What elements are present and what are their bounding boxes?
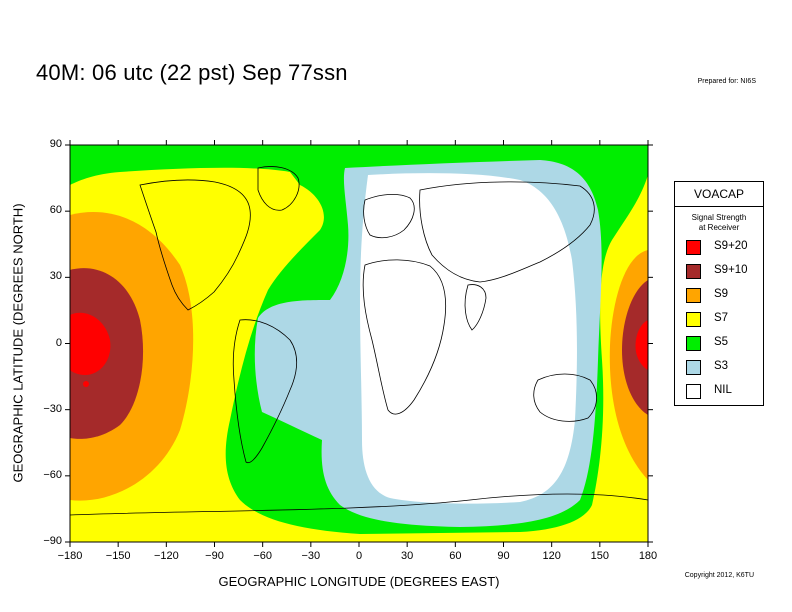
legend-swatch bbox=[686, 384, 701, 399]
zone-s9p20-west bbox=[70, 312, 111, 375]
x-tick-label: 150 bbox=[590, 550, 609, 562]
coastlines bbox=[70, 166, 648, 516]
legend-label: S5 bbox=[714, 336, 729, 348]
x-tick-label: 120 bbox=[542, 550, 561, 562]
y-tick-label: −60 bbox=[43, 468, 62, 481]
x-tick-label: −180 bbox=[57, 550, 83, 562]
y-tick-label: −30 bbox=[43, 402, 62, 415]
legend-swatch bbox=[686, 240, 701, 255]
x-tick-label: −90 bbox=[205, 550, 224, 562]
legend-item: S9 bbox=[686, 285, 763, 309]
x-tick-label: 180 bbox=[638, 550, 658, 562]
legend: VOACAP Signal Strength at Receiver S9+20… bbox=[674, 181, 764, 406]
legend-item: NIL bbox=[686, 381, 763, 405]
legend-label: NIL bbox=[714, 384, 732, 396]
y-tick-label: −90 bbox=[43, 535, 62, 547]
x-tick-label: −150 bbox=[105, 550, 131, 562]
x-tick-label: 90 bbox=[497, 550, 510, 562]
legend-swatch bbox=[686, 264, 701, 279]
x-tick-label: −30 bbox=[301, 550, 321, 562]
legend-label: S7 bbox=[714, 312, 729, 324]
legend-item: S9+20 bbox=[686, 237, 763, 261]
legend-swatch bbox=[686, 336, 701, 351]
legend-label: S9 bbox=[714, 288, 729, 300]
zone-s9p10-east bbox=[622, 280, 648, 415]
legend-item: S7 bbox=[686, 309, 763, 333]
legend-item: S3 bbox=[686, 357, 763, 381]
axis-ticks bbox=[65, 140, 653, 547]
prepared-for-note: Prepared for: NI6S bbox=[697, 78, 756, 85]
zone-s9p20-spot bbox=[83, 381, 89, 387]
legend-label: S9+20 bbox=[714, 240, 748, 252]
legend-item: S9+10 bbox=[686, 261, 763, 285]
legend-subtitle: Signal Strength at Receiver bbox=[675, 213, 763, 233]
legend-subtitle-line: at Receiver bbox=[698, 223, 740, 232]
legend-items: S9+20 S9+10 S9 S7 S5 S3 NIL bbox=[675, 237, 763, 405]
x-axis-label: GEOGRAPHIC LONGITUDE (DEGREES EAST) bbox=[218, 574, 500, 589]
legend-swatch bbox=[686, 312, 701, 327]
x-tick-label: −60 bbox=[253, 550, 272, 562]
legend-label: S9+10 bbox=[714, 264, 748, 276]
x-tick-label: −120 bbox=[153, 550, 179, 562]
x-tick-label: 60 bbox=[449, 550, 462, 562]
legend-title: VOACAP bbox=[675, 182, 763, 207]
y-tick-label: 0 bbox=[55, 336, 62, 349]
copyright-note: Copyright 2012, K6TU bbox=[684, 572, 754, 579]
map-title: 40M: 06 utc (22 pst) Sep 77ssn bbox=[36, 60, 348, 85]
y-tick-label: 90 bbox=[49, 138, 62, 150]
zone-s9p20-east bbox=[635, 320, 648, 370]
zone-nil bbox=[360, 173, 577, 504]
coverage-layers bbox=[70, 145, 648, 542]
legend-swatch bbox=[686, 288, 701, 303]
x-tick-label: 0 bbox=[355, 550, 363, 562]
legend-item: S5 bbox=[686, 333, 763, 357]
legend-subtitle-line: Signal Strength bbox=[691, 213, 747, 222]
x-tick-label: 30 bbox=[401, 550, 414, 562]
y-tick-label: 60 bbox=[49, 204, 62, 217]
y-axis-label: GEOGRAPHIC LATITUDE (DEGREES NORTH) bbox=[10, 203, 26, 483]
legend-label: S3 bbox=[714, 360, 729, 372]
y-tick-label: 30 bbox=[49, 270, 62, 283]
legend-swatch bbox=[686, 360, 701, 375]
